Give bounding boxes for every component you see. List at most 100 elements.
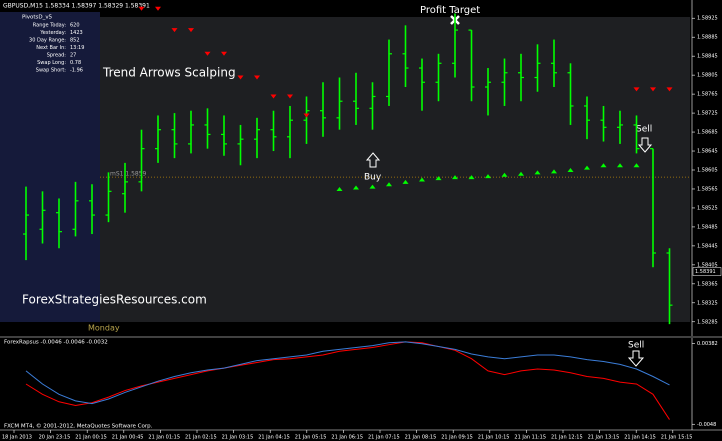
sell-signal [204,51,211,56]
x-tick-label: 21 Jan 04:15 [258,435,290,441]
sell-signal [303,113,310,118]
indicator-title: ForexRapsus -0.0046 -0.0046 -0.0032 [4,340,108,346]
x-tick-label: 21 Jan 08:15 [405,435,437,441]
sell-signal [650,87,656,92]
buy-signal [501,172,508,177]
header: GBPUSD,M15 1.58334 1.58397 1.58329 1.583… [3,3,150,10]
x-tick-label: 21 Jan 00:15 [75,435,107,441]
day-label: Monday [88,324,120,333]
buy-signal [567,168,574,172]
buy-signal [584,165,590,170]
sell-signal [171,28,178,33]
info-value: 852 [70,38,80,44]
y-tick-label: 1.58925 [697,16,718,22]
x-tick-label: 21 Jan 03:15 [222,435,254,441]
indicator-line [25,341,670,405]
y-tick-label: 1.58405 [697,262,718,268]
info-panel: Range Today: 620 Yesterday: 1423 30 Day Rang… [29,23,84,74]
info-label: Swap Long: [37,60,66,66]
info-label: 30 Day Range: [29,38,66,44]
level-label: mS1 1.5859 [110,171,147,178]
y-tick-label: 1.58445 [697,243,718,249]
sell-signal [666,87,673,92]
buy-arrow [365,152,381,168]
buy-signal [353,185,359,190]
x-tick-label: 20 Jan 23:15 [39,435,71,441]
x-tick-label: 21 Jan 07:15 [368,435,400,441]
y-tick-label: 1.58525 [697,205,718,211]
y-tick-label: 1.58605 [697,168,718,174]
x-tick-label: 21 Jan 15:15 [661,435,693,441]
sell-arrow [637,137,653,153]
x-tick-label: 21 Jan 10:15 [478,435,510,441]
info-label: Yesterday: [39,30,66,36]
y-tick-label: 1.58365 [697,281,718,287]
y-tick-label: 1.58325 [697,300,718,306]
y-tick-label: 1.58485 [697,224,718,230]
sell-signal [287,94,293,99]
buy-signal [518,171,524,176]
buy-signal [468,175,475,180]
price-tag-label: 1.58391 [695,269,716,275]
info-label: Swap Short: [36,68,67,74]
buy-signal [435,176,442,181]
x-tick-label: 21 Jan 06:15 [331,435,363,441]
y-tick-label: -0.0048 [697,422,716,428]
buy-signal [633,163,640,168]
buy-signal [485,174,491,179]
annotation: Sell [636,125,652,135]
buy-signal [600,163,607,168]
indicator-line [25,341,670,420]
x-tick-label: 21 Jan 11:15 [514,435,546,441]
info-title: PivotsD_v5 [22,15,53,21]
info-label: Next Bar In: [36,45,66,51]
y-tick-label: 1.58885 [697,35,718,41]
annotation: Buy [364,173,382,183]
info-value: -1.96 [70,68,83,74]
y-tick-label: 1.58725 [697,111,718,117]
y-tick-label: 1.58805 [697,73,718,79]
sell-arrow [627,350,645,367]
y-tick-label: 0.00382 [697,341,718,347]
buy-signal [369,184,376,189]
sell-signal [155,6,161,11]
x-tick-label: 21 Jan 05:15 [295,435,327,441]
buy-signal [617,163,623,168]
info-label: Spread: [47,53,67,59]
watermark: ForexStrategiesResources.com [22,293,207,307]
x-tick-label: 21 Jan 14:15 [624,435,656,441]
sell-signal [221,51,227,56]
buy-signal [534,170,541,175]
chart-title: Trend Arrows Scalping [102,66,236,80]
y-tick-label: 1.58645 [697,149,718,155]
buy-signal [386,182,392,187]
sell-signal [633,87,640,92]
info-value: 27 [70,53,76,59]
annotation: Sell [628,341,644,351]
x-tick-label: 21 Jan 00:45 [112,435,144,441]
x-tick-label: 18 Jan 2013 [2,435,32,441]
y-tick-label: 1.58285 [697,319,718,325]
buy-signal [551,169,557,174]
buy-signal [419,177,425,182]
annotation: Profit Target [420,5,480,16]
info-value: 0.78 [70,60,81,66]
sell-signal [254,75,260,80]
info-value: 13:19 [70,45,84,51]
buy-signal [336,186,343,191]
sell-signal [237,75,244,80]
sell-signal [270,94,277,99]
buy-signal [452,175,458,180]
x-tick-label: 21 Jan 01:15 [148,435,180,441]
x-tick-label: 21 Jan 09:15 [441,435,473,441]
y-tick-label: 1.58845 [697,54,718,60]
y-tick-label: 1.58565 [697,186,718,192]
chart-area [100,17,690,322]
info-value: 620 [70,23,80,29]
sell-signal [188,28,194,33]
buy-signal [402,179,409,184]
y-tick-label: 1.58685 [697,130,718,136]
x-tick-label: 21 Jan 12:15 [551,435,583,441]
